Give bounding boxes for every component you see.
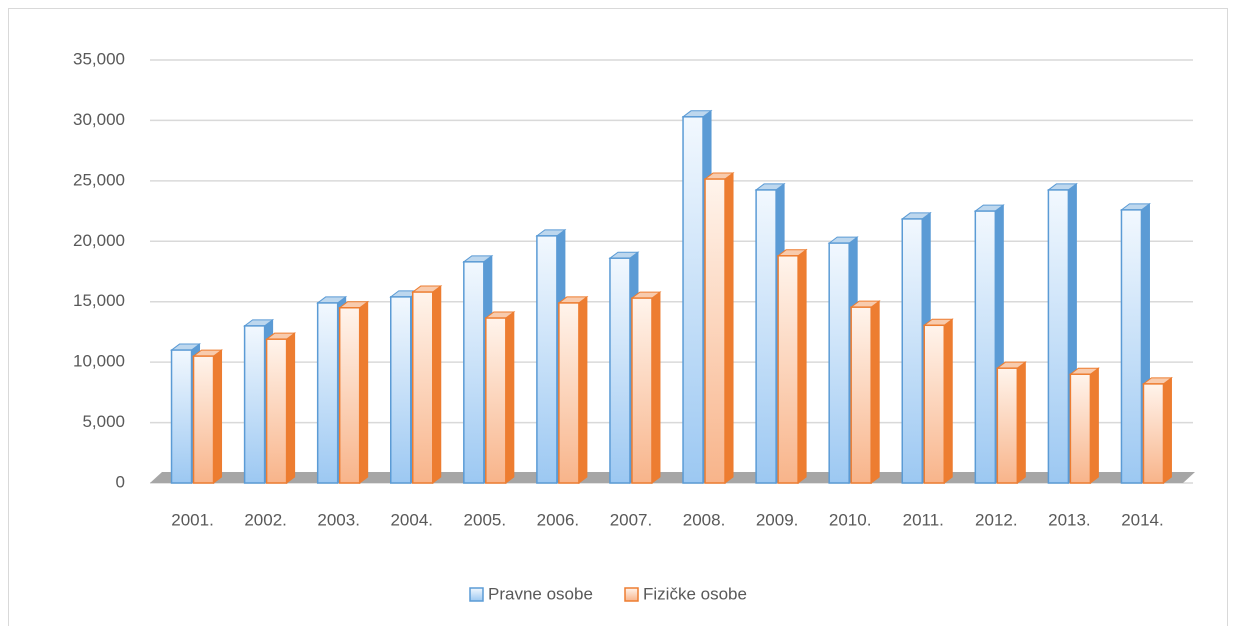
bar	[265, 338, 288, 484]
bar-side	[213, 349, 223, 484]
bar	[923, 324, 945, 484]
bar	[828, 242, 850, 484]
bar	[390, 296, 412, 484]
legend-swatch	[469, 587, 484, 602]
legend-swatch	[624, 587, 639, 602]
x-tick-label: 2008.	[683, 510, 726, 529]
bar-side	[505, 311, 515, 485]
bar	[243, 325, 266, 484]
y-tick-label: 10,000	[73, 352, 125, 371]
x-tick-label: 2010.	[829, 510, 872, 529]
bar	[609, 257, 631, 484]
bar-side	[578, 295, 588, 484]
bar-side	[724, 172, 734, 484]
bar	[996, 367, 1019, 484]
y-tick-label: 20,000	[73, 231, 125, 250]
y-tick-label: 25,000	[73, 170, 125, 189]
bar-side	[870, 300, 880, 484]
bar	[755, 189, 777, 484]
legend-label: Pravne osobe	[488, 584, 593, 603]
bar	[1047, 189, 1070, 484]
bar	[485, 317, 507, 484]
bar	[1142, 383, 1165, 484]
bar	[536, 235, 558, 484]
legend-label: Fizičke osobe	[643, 584, 747, 603]
bar	[463, 261, 485, 484]
bar	[1069, 373, 1092, 484]
x-tick-label: 2005.	[464, 510, 507, 529]
bar	[558, 302, 580, 484]
bar	[901, 218, 923, 484]
y-tick-label: 35,000	[73, 49, 125, 68]
x-tick-label: 2001.	[171, 510, 214, 529]
bar-side	[359, 300, 369, 484]
bar	[316, 302, 339, 484]
x-tick-label: 2006.	[537, 510, 580, 529]
bar-side	[943, 318, 953, 484]
bar	[338, 307, 361, 484]
x-tick-label: 2003.	[317, 510, 360, 529]
bar	[631, 297, 653, 484]
x-tick-label: 2012.	[975, 510, 1018, 529]
bar-side	[286, 332, 296, 484]
x-tick-label: 2013.	[1048, 510, 1091, 529]
bar-side	[651, 291, 661, 484]
x-tick-label: 2002.	[244, 510, 287, 529]
bar	[704, 178, 726, 484]
x-tick-label: 2009.	[756, 510, 799, 529]
bar	[1120, 209, 1143, 484]
bar-side	[1162, 376, 1172, 484]
bar	[850, 306, 872, 484]
bar-side	[1089, 367, 1099, 484]
bar	[192, 355, 215, 484]
x-tick-label: 2004.	[390, 510, 433, 529]
bar	[412, 291, 434, 484]
y-tick-label: 5,000	[82, 412, 125, 431]
y-tick-label: 15,000	[73, 291, 125, 310]
y-tick-label: 30,000	[73, 110, 125, 129]
y-tick-label: 0	[116, 472, 125, 491]
bar	[170, 349, 193, 484]
floor	[150, 472, 1195, 483]
bar-side	[1016, 361, 1026, 484]
bar	[974, 210, 997, 484]
bar-side	[432, 285, 442, 484]
bar	[777, 255, 799, 484]
x-tick-label: 2011.	[903, 510, 944, 529]
bar	[682, 116, 704, 484]
x-tick-label: 2014.	[1121, 510, 1164, 529]
bar-side	[797, 248, 807, 484]
x-tick-label: 2007.	[610, 510, 653, 529]
